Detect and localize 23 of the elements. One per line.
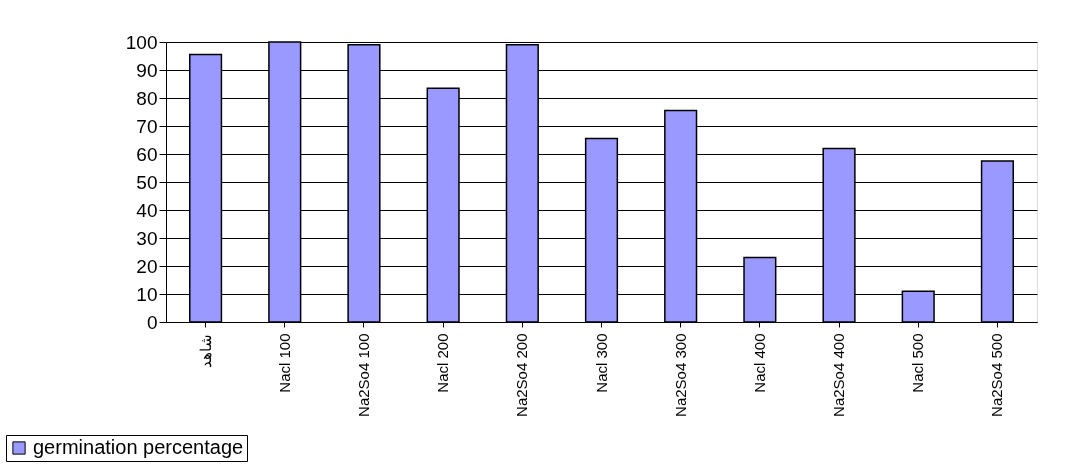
y-tick-label: 70 (136, 115, 158, 137)
y-tick-label: 20 (136, 255, 158, 277)
y-tick-label: 10 (136, 283, 158, 305)
y-tick-label: 60 (136, 143, 158, 165)
y-tick-label: 80 (136, 87, 158, 109)
y-tick-label: 0 (146, 311, 158, 333)
y-tick-label: 40 (136, 199, 158, 221)
x-tick-label: Nacl 400 (750, 333, 768, 393)
y-tick-label: 30 (136, 227, 158, 249)
x-tick-label: Na2So4 300 (671, 333, 689, 417)
x-tick-label: Nacl 500 (909, 333, 927, 393)
x-tick-label: Na2So4 500 (988, 333, 1006, 417)
y-tick-label: 90 (136, 59, 158, 81)
x-tick-label: Na2So4 200 (513, 333, 531, 417)
x-tick-label: شاهد (196, 333, 214, 368)
x-tick-label: Nacl 200 (434, 333, 452, 393)
x-tick-label: Nacl 300 (592, 333, 610, 393)
x-tick-label: Na2So4 100 (354, 333, 372, 417)
legend-label: germination percentage (33, 436, 244, 458)
y-tick-label: 100 (125, 31, 158, 53)
y-tick-label: 50 (136, 171, 158, 193)
x-tick-label: Na2So4 400 (830, 333, 848, 417)
x-tick-label: Nacl 100 (275, 333, 293, 393)
